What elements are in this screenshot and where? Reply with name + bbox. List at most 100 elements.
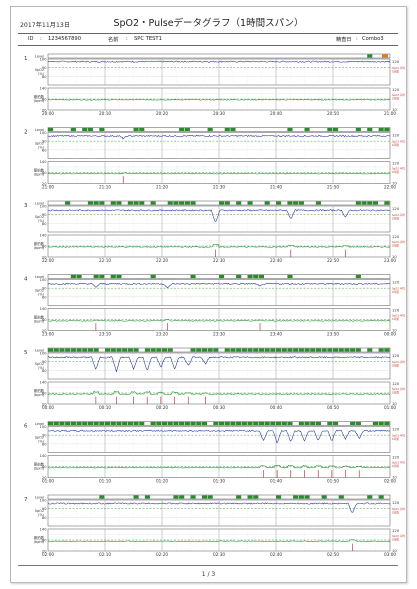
panel-5-pulse-label: 脈拍数 [34,388,45,393]
panel-6-pulse-label: 脈拍数 [34,462,45,467]
panel-3-level-event [110,201,116,205]
panel-2-right-note-2: 1時間 [392,143,399,147]
panel-5-spo2-series [47,356,390,372]
panel-6-level-event [99,421,105,426]
panel-4-level-event [150,274,156,279]
panel-3-right-note-3: SpO2 平均 [392,240,405,244]
panel-6-x-tick: 01:20 [156,479,168,484]
panel-3-right-note-2: 1時間 [392,217,399,221]
panel-3-level-event [384,201,390,205]
panel-3-level-event [264,201,270,205]
panel-5-level-event [93,348,99,352]
panel-5-x-tick: 00:40 [270,405,282,410]
panel-3-level-event [224,201,230,205]
panel-5-pulse-unit: (bpm) [34,393,45,397]
panel-2-level-event [70,127,76,132]
panel-7-level-event [338,495,344,499]
panel-2-spo2-label: SpO2 [35,142,44,146]
panel-3-spo2-tick: 90 [42,213,47,217]
panel-2-level-event [224,127,230,132]
panel-4-level-event [287,274,293,279]
panel-7-level-frame [47,494,391,500]
panel-5-pulse-tick: 140 [40,381,48,385]
panel-7-pulse-series [47,539,391,543]
panel-6-level-event [224,421,230,426]
panel-4-spo2-unit: (%) [38,293,45,297]
panel-2-level-event [184,127,190,132]
panel-1-pulse-label: 脈拍数 [34,94,45,99]
panel-2-x-tick: 21:20 [156,185,168,190]
panel-1-x-tick: 20:50 [327,111,339,116]
panel-7-level-event [173,495,179,499]
device-label: 精査日 [336,37,352,43]
panel-3-x-tick: 22:30 [213,258,225,263]
panel-6-level-event [122,421,128,426]
panel-2-pulse-tick: 140 [40,160,48,164]
panel-7-level-event [201,495,208,499]
panel-3-level-event [315,201,322,205]
panel-1-right-note-2: 1時間 [392,70,399,74]
panel-6-level-event [190,421,196,426]
panel-6-right-pulse-tick: 10 [392,475,397,480]
panel-5-pulse-series [47,390,391,395]
panel-4-pulse-tick: 140 [40,307,48,311]
panel-5-right-pulse-tick: 10 [392,401,397,406]
panel-7-level-event [133,495,139,499]
panel-6-right-note-2: 1時間 [392,437,399,441]
panel-6-level-event [201,421,208,426]
panel-6-spo2-tick: 90 [42,434,47,438]
panel-4-spo2-series [47,282,391,289]
panel-7-level-event [179,495,185,499]
panel-7-level-event [144,495,151,499]
panel-7-right-note-4: 1時間 [392,538,399,542]
panel-3-x-tick: 22:00 [42,258,54,263]
panel-7-x-tick: 03:00 [384,552,396,557]
report-title: SpO2・Pulseデータグラフ（1時間スパン） [113,18,304,29]
panel-7-x-tick: 02:50 [327,552,339,557]
panel-2-level-event [333,127,339,132]
panel-1-spo2-label: SpO2 [35,68,44,72]
panel-3-right-pulse-tick: 10 [392,254,397,259]
panel-5-level-event [224,348,230,352]
panel-4-level-event [219,274,225,279]
panel-6-x-tick: 01:30 [213,479,225,484]
name-label: 名前 [108,37,119,43]
panel-4-pulse-tick: 20 [42,329,47,333]
panel-2-x-tick: 21:30 [213,185,225,190]
panel-3-level-event [127,201,133,205]
device-value: Combo3 [362,36,384,42]
panel-2-level-event [384,127,390,132]
panel-5-level-event [304,348,310,352]
panel-6-level-event [76,421,82,426]
panel-1-right-note-4: 1時間 [392,97,399,101]
id-separator: : [40,36,42,42]
panel-3-right-note-4: 1時間 [392,244,399,248]
panel-2-pulse-tick: 80 [42,171,47,175]
panel-7-level-event [367,495,373,499]
id-value: 1234567890 [48,36,82,42]
panel-2-level-event [133,127,139,132]
panel-5-right-spo2-tick: 120 [392,353,400,358]
panel-6-spo2-label: SpO2 [35,436,44,440]
panel-6-level-event [287,421,293,426]
panel-2-right-pulse-top: 120 [392,161,400,166]
panel-5-level-event [59,348,65,352]
panel-5-level-label: Level [35,349,44,353]
panel-7-level-event [304,495,310,499]
panel-5-level-event [241,348,247,352]
panel-3-x-tick: 22:20 [156,258,168,263]
panel-1-x-tick: 20:00 [42,111,54,116]
panel-6-level-event [247,421,253,426]
panel-7-level-event [253,495,259,499]
panel-5-x-tick: 00:00 [42,405,54,410]
panel-1-right-note-1: SpO2 平均 [392,66,405,70]
panel-6-pulse-unit: (bpm) [34,467,45,471]
panel-3-level-event [361,201,367,205]
panel-5-level-event [133,348,139,352]
panel-3-pulse-tick: 20 [42,256,47,260]
panel-6-level-event [276,421,282,426]
panel-3-right-spo2-tick: 120 [392,206,400,211]
panel-2-right-pulse-tick: 10 [392,181,397,186]
panel-5-spo2-unit: (%) [38,366,45,370]
panel-7-right-note-2: 1時間 [392,511,399,515]
